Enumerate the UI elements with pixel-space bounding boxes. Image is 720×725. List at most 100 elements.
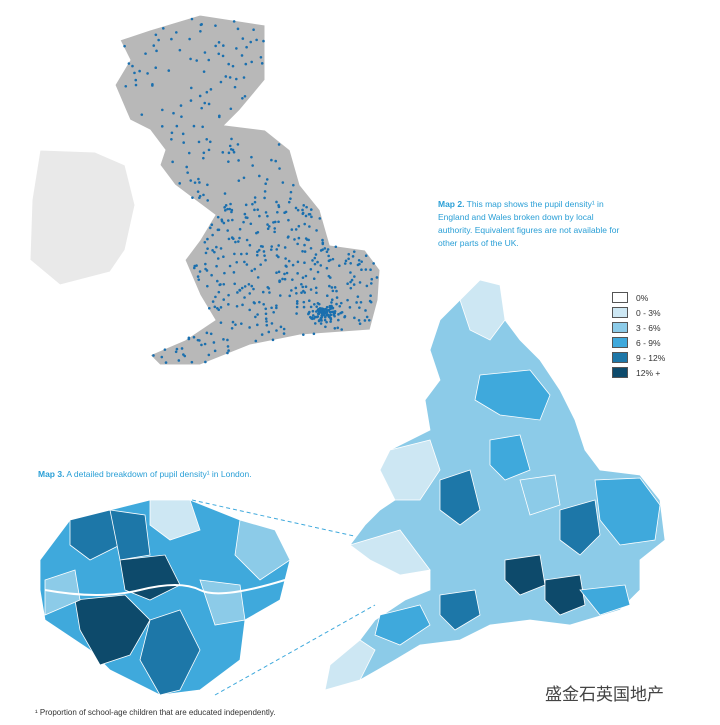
dot	[267, 330, 271, 334]
dot	[257, 248, 261, 252]
dot	[319, 317, 322, 321]
dot	[315, 291, 318, 295]
dot	[202, 151, 206, 155]
dot	[172, 111, 175, 115]
dot	[318, 217, 322, 220]
dot	[226, 229, 229, 232]
dot	[242, 220, 245, 224]
dot	[219, 247, 223, 250]
dot	[226, 351, 229, 355]
dot	[286, 236, 290, 239]
dot	[217, 52, 221, 56]
legend-label: 0 - 3%	[636, 307, 661, 318]
legend-item: 6 - 9%	[612, 335, 665, 350]
dot	[300, 282, 303, 286]
dot	[205, 269, 209, 272]
dot	[329, 320, 332, 323]
dot	[309, 246, 313, 250]
dot	[265, 320, 268, 323]
dot	[228, 207, 231, 211]
legend-swatch	[612, 367, 628, 378]
dot	[177, 359, 181, 362]
dot	[323, 315, 327, 319]
dot	[255, 253, 259, 257]
dot	[279, 325, 283, 329]
dot	[180, 347, 184, 350]
caption-text: This map shows the pupil density¹ in Eng…	[438, 199, 620, 248]
dot	[338, 304, 342, 308]
dot	[243, 212, 247, 216]
dot	[287, 218, 290, 222]
dot	[210, 273, 213, 277]
dot	[198, 94, 202, 98]
dot	[285, 271, 289, 275]
dot	[303, 261, 306, 264]
dot	[218, 283, 222, 287]
dot	[330, 298, 334, 302]
dot	[164, 361, 168, 364]
dot	[236, 27, 240, 31]
dot	[287, 200, 291, 204]
dot	[358, 322, 362, 326]
dot	[196, 190, 200, 193]
dot	[297, 224, 301, 228]
dot	[227, 219, 230, 222]
dot	[262, 250, 266, 253]
dot	[296, 260, 300, 264]
dot	[167, 69, 171, 72]
dot	[249, 222, 253, 226]
dot	[332, 313, 335, 316]
dot	[204, 251, 208, 255]
dot	[332, 310, 335, 314]
legend: 0% 0 - 3% 3 - 6% 6 - 9% 9 - 12% 12% +	[612, 290, 665, 380]
dot	[185, 165, 189, 169]
dot	[264, 307, 268, 311]
dot	[260, 333, 264, 336]
dot	[217, 41, 221, 44]
dot	[317, 312, 321, 316]
dot	[315, 229, 318, 232]
dot	[264, 211, 268, 214]
dot	[230, 326, 234, 330]
dot	[252, 301, 256, 304]
dot	[312, 332, 316, 336]
dot	[241, 96, 244, 100]
legend-swatch	[612, 322, 628, 333]
dot	[226, 345, 230, 348]
dot	[197, 177, 200, 181]
dot	[313, 322, 317, 325]
dot	[283, 246, 287, 249]
caption-label: Map 2.	[438, 199, 465, 209]
dot	[309, 305, 313, 309]
dot	[355, 301, 358, 304]
dot	[222, 44, 225, 47]
dot	[302, 204, 306, 207]
dot	[232, 271, 236, 274]
dot	[219, 80, 223, 84]
dot	[337, 313, 340, 316]
dot	[364, 268, 368, 271]
dot	[227, 293, 230, 297]
dot	[191, 196, 194, 199]
dot	[244, 216, 248, 219]
dot	[230, 208, 234, 212]
dot	[288, 294, 292, 298]
legend-swatch	[612, 337, 628, 348]
caption-text: A detailed breakdown of pupil density¹ i…	[64, 469, 252, 479]
dot	[294, 206, 298, 210]
dot	[134, 83, 138, 87]
dot	[311, 309, 315, 313]
dot	[275, 271, 278, 275]
dot	[227, 151, 231, 155]
dot	[291, 278, 294, 281]
dot	[240, 286, 244, 290]
dot	[235, 304, 239, 308]
school-dots	[123, 17, 379, 364]
dot	[202, 193, 205, 197]
dot	[320, 315, 324, 319]
dot	[238, 236, 241, 240]
dot	[330, 305, 333, 308]
legend-item: 3 - 6%	[612, 320, 665, 335]
dot	[222, 255, 225, 259]
dot	[335, 296, 339, 299]
